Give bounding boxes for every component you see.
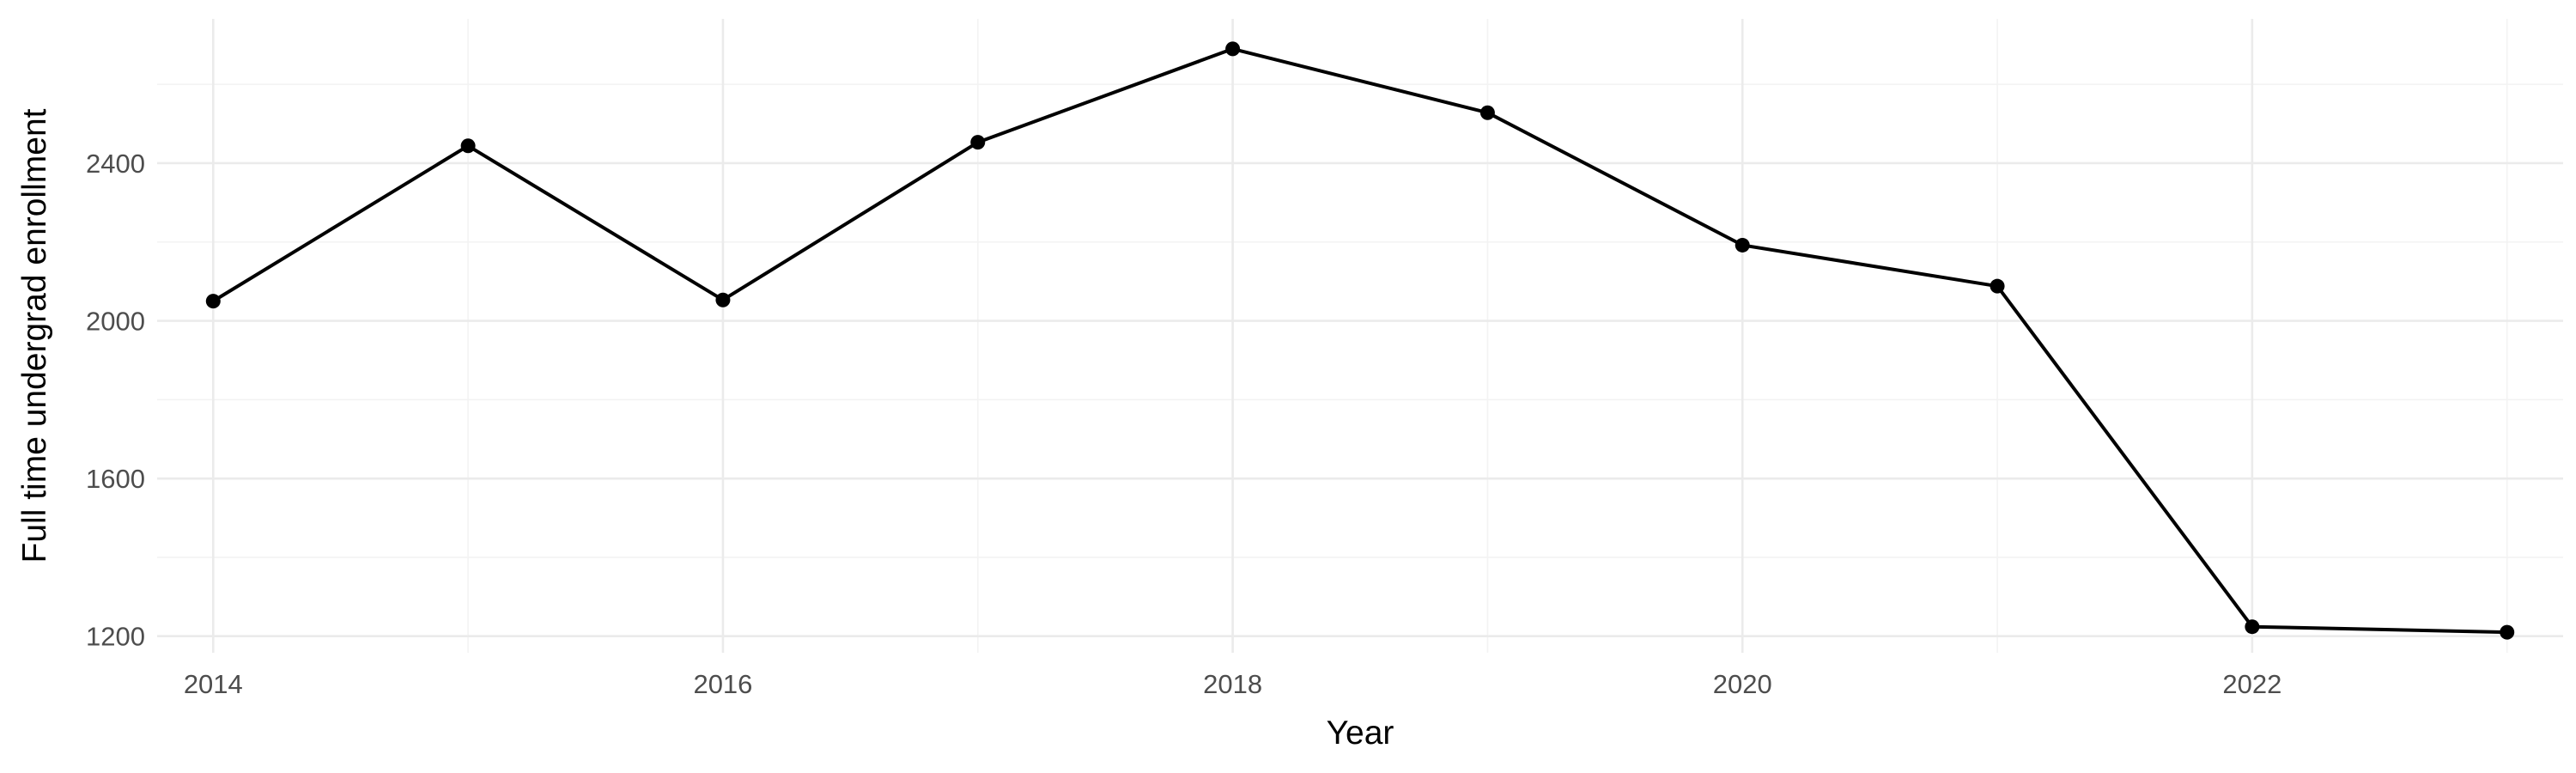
y-axis-title: Full time undergrad enrollment: [16, 108, 53, 563]
data-point: [460, 138, 476, 154]
data-point: [2245, 619, 2260, 635]
data-point: [1479, 105, 1495, 120]
y-tick-label: 1600: [86, 464, 145, 494]
data-point: [1225, 41, 1241, 57]
data-point: [1735, 237, 1750, 253]
y-tick-label: 2000: [86, 307, 145, 337]
series-layer: [205, 41, 2515, 640]
major-gridlines: [157, 19, 2563, 653]
x-tick-label: 2016: [693, 669, 752, 699]
y-axis-tick-labels: 1200 1600 2000 2400: [86, 149, 145, 652]
x-axis-title: Year: [1327, 715, 1394, 752]
x-tick-label: 2022: [2222, 669, 2281, 699]
y-tick-label: 1200: [86, 622, 145, 652]
data-point: [715, 292, 731, 307]
data-point: [970, 135, 986, 150]
data-point: [1990, 278, 2005, 294]
minor-gridlines: [157, 19, 2563, 653]
x-tick-label: 2018: [1203, 669, 1262, 699]
x-tick-label: 2020: [1713, 669, 1772, 699]
data-point: [205, 294, 221, 309]
y-tick-label: 2400: [86, 149, 145, 179]
series-line: [212, 46, 2507, 635]
x-tick-label: 2014: [184, 669, 243, 699]
x-axis-tick-labels: 2014 2016 2018 2020 2022: [184, 669, 2282, 699]
data-point: [2500, 624, 2515, 640]
